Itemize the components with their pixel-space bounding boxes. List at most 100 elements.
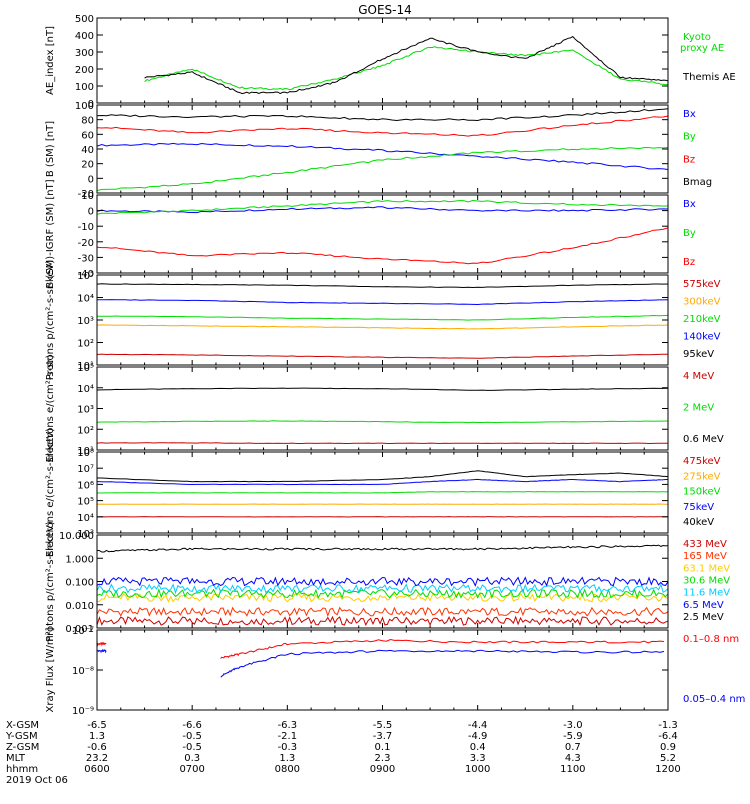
ephemeris-value: -5.9 [563, 731, 583, 742]
panel-frame [97, 18, 668, 103]
ephemeris-value: -6.5 [87, 720, 107, 731]
legend-entry: 575keV [683, 279, 721, 290]
series-line [97, 148, 668, 191]
series-group [145, 37, 668, 94]
y-tick-label: 0 [88, 174, 94, 185]
ephemeris-value: -0.3 [278, 742, 298, 753]
ephemeris-value: -0.5 [182, 742, 202, 753]
y-tick-label: 0 [88, 207, 94, 218]
y-tick-label: 0.100 [65, 578, 94, 589]
ephemeris-value: 0.4 [470, 742, 486, 753]
legend-entry: Bz [683, 154, 695, 165]
y-tick-label: 10⁻⁷ [72, 626, 94, 637]
series-line [221, 650, 664, 677]
series-line [221, 640, 664, 659]
series-line [145, 37, 668, 94]
ephemeris-row-label: Z-GSM [6, 742, 39, 753]
y-tick-label: 200 [75, 65, 94, 76]
y-tick-label: 60 [81, 130, 94, 141]
ephemeris-row-label: Y-GSM [5, 731, 38, 742]
series-line [97, 143, 668, 169]
series-line [97, 354, 668, 358]
ephemeris-value: 2.3 [375, 753, 391, 764]
ephemeris-value: 0.3 [184, 753, 200, 764]
ephemeris-value: 0.1 [375, 742, 391, 753]
ephemeris-value: -0.6 [87, 742, 107, 753]
ephemeris-value: -6.3 [278, 720, 298, 731]
legend-entry: Bz [683, 257, 695, 268]
legend-entry: 165 MeV [683, 551, 727, 562]
series-line [97, 315, 668, 320]
legend-entry: 75keV [683, 502, 714, 513]
date-label: 2019 Oct 06 [6, 775, 68, 786]
legend-entry: 2 MeV [683, 403, 714, 414]
series-line [97, 608, 668, 616]
series-line [97, 578, 668, 586]
ephemeris-value: -0.5 [182, 731, 202, 742]
series-line [97, 443, 668, 444]
y-tick-label: 100 [75, 101, 94, 112]
ephemeris-row-label: MLT [6, 753, 26, 764]
y-tick-label: 10⁴ [77, 294, 94, 305]
y-tick-label: 20 [81, 160, 94, 171]
legend-entry: 433 MeV [683, 539, 727, 550]
legend-entry: 2.5 MeV [683, 612, 724, 623]
series-line [97, 325, 668, 329]
y-tick-label: 300 [75, 48, 94, 59]
series-line [97, 492, 668, 493]
legend-entry: 40keV [683, 517, 714, 528]
series-group [97, 284, 668, 359]
legend-entry: 0.1–0.8 nm [683, 634, 739, 645]
ephemeris-value: -1.3 [658, 720, 678, 731]
y-axis-label: Protons p/(cm²-s-sr-keV) [45, 521, 56, 642]
series-line [97, 650, 106, 652]
y-tick-label: 10⁻⁸ [72, 666, 94, 677]
y-tick-label: -10 [78, 222, 94, 233]
ephemeris-value: -6.4 [658, 731, 678, 742]
y-tick-label: 1.000 [65, 554, 94, 565]
legend-entry: 0.6 MeV [683, 434, 724, 445]
ephemeris-value: -3.7 [373, 731, 393, 742]
y-tick-label: -30 [78, 253, 94, 264]
y-tick-label: 10⁵ [77, 497, 94, 508]
legend-entry: By [683, 132, 696, 143]
legend-entry: 140keV [683, 332, 721, 343]
y-tick-label: 100 [75, 82, 94, 93]
legend-entry: 275keV [683, 471, 721, 482]
panel-legend: 4 MeV 2 MeV 0.6 MeV [683, 371, 724, 445]
ephemeris-value: 0600 [84, 764, 109, 775]
legend-entry: 6.5 MeV [683, 600, 724, 611]
y-tick-label: 10⁴ [77, 384, 94, 395]
ephemeris-value: 0.7 [565, 742, 581, 753]
series-line [97, 284, 668, 288]
y-tick-label: 10⁶ [77, 480, 94, 491]
series-line [97, 109, 668, 121]
series-group [97, 640, 664, 678]
panel-frame [97, 367, 668, 450]
y-tick-label: 10⁵ [77, 271, 94, 282]
y-tick-label: 10³ [77, 316, 94, 327]
series-line [145, 47, 668, 90]
y-tick-label: 40 [81, 145, 94, 156]
ephemeris-value: 0900 [370, 764, 395, 775]
y-tick-label: 80 [81, 116, 94, 127]
series-line [97, 388, 668, 390]
legend-entry: 4 MeV [683, 371, 714, 382]
ephemeris-row-label: hhmm [6, 764, 38, 775]
ephemeris-value: 0700 [179, 764, 204, 775]
y-tick-label: 10⁷ [77, 464, 94, 475]
figure-title: GOES-14 [358, 3, 412, 17]
panel-frame [97, 630, 668, 710]
ephemeris-value: 0800 [275, 764, 300, 775]
